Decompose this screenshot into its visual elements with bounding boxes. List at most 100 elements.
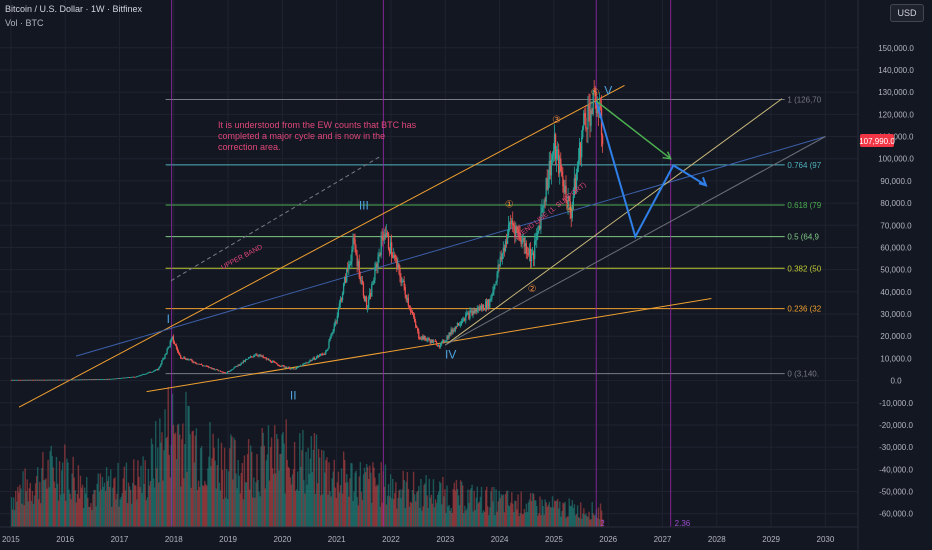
candle-body xyxy=(106,378,109,380)
volume-bar xyxy=(90,503,92,527)
candle-body xyxy=(149,371,152,373)
candle-body xyxy=(370,292,372,297)
volume-bar xyxy=(285,419,287,527)
volume-bar xyxy=(204,480,206,527)
candle-body xyxy=(517,228,519,234)
candle-body xyxy=(442,340,444,342)
y-tick-label: -20,000.0 xyxy=(879,421,913,430)
candle-body xyxy=(577,160,580,167)
candle-body xyxy=(67,379,69,381)
volume-bar xyxy=(159,418,161,527)
volume-bar xyxy=(69,493,71,527)
x-tick-label: 2020 xyxy=(273,535,291,544)
currency-button[interactable]: USD xyxy=(890,4,924,22)
candle-body xyxy=(332,330,334,333)
candle-body xyxy=(542,206,544,208)
green-projection-line xyxy=(595,100,672,160)
volume-bar xyxy=(410,502,413,527)
volume-bar xyxy=(180,486,182,527)
price-axis-background xyxy=(858,0,932,550)
x-tick-label: 2029 xyxy=(762,535,780,544)
volume-bar xyxy=(384,464,387,527)
candle-body xyxy=(267,358,270,361)
candle-body xyxy=(192,361,194,363)
volume-bar xyxy=(274,425,276,527)
volume-bar xyxy=(250,445,252,527)
candle-body xyxy=(266,358,269,360)
candle-body xyxy=(298,366,300,368)
volume-bar xyxy=(560,516,562,527)
volume-bar xyxy=(415,501,417,527)
volume-bar xyxy=(558,508,560,527)
x-tick-label: 2019 xyxy=(219,535,237,544)
candle-body xyxy=(313,357,316,360)
volume-bar xyxy=(539,496,541,527)
cycle-marker-label: 2 xyxy=(600,519,605,528)
candle-body xyxy=(495,281,497,285)
channel-line-upper xyxy=(75,136,826,357)
candle-body xyxy=(112,378,114,380)
volume-bar xyxy=(471,484,473,527)
volume-bar xyxy=(177,423,180,527)
volume-bar xyxy=(62,462,64,527)
volume-bar xyxy=(198,486,201,527)
volume-bar xyxy=(242,499,245,527)
candle-body xyxy=(551,155,554,160)
volume-bar xyxy=(407,488,410,527)
candle-body xyxy=(546,178,548,190)
volume-bar xyxy=(422,506,424,527)
volume-bar xyxy=(389,474,392,527)
volume-bar xyxy=(152,478,155,527)
volume-bar xyxy=(27,501,29,527)
volume-bar xyxy=(563,503,565,527)
candle-body xyxy=(333,325,335,331)
volume-bar xyxy=(291,474,294,527)
volume-bar xyxy=(11,509,14,527)
volume-bar xyxy=(49,451,51,527)
candle-body xyxy=(474,308,476,314)
volume-indicator-label: Vol · BTC xyxy=(5,18,44,28)
candle-body xyxy=(176,348,179,352)
volume-bar xyxy=(498,490,500,527)
y-tick-label: -30,000.0 xyxy=(879,443,913,452)
volume-bar xyxy=(290,484,293,527)
volume-bar xyxy=(478,501,481,527)
candle-body xyxy=(381,235,383,239)
candle-body xyxy=(581,137,583,158)
fib-level-label: 0.236 (32 xyxy=(787,305,821,314)
candle-body xyxy=(260,354,262,357)
volume-bar xyxy=(529,493,532,527)
candle-body xyxy=(514,226,516,236)
volume-bar xyxy=(519,513,521,527)
volume-bar xyxy=(277,438,279,527)
candle-body xyxy=(397,263,399,268)
volume-bar xyxy=(190,487,192,527)
candle-body xyxy=(284,366,286,368)
volume-bar xyxy=(139,487,141,527)
candle-body xyxy=(26,379,28,381)
candle-body xyxy=(354,239,356,250)
volume-bar xyxy=(545,502,547,527)
candle-body xyxy=(275,362,277,364)
volume-bar xyxy=(133,459,135,527)
volume-bar xyxy=(423,484,425,527)
candle-body xyxy=(363,295,366,302)
candle-body xyxy=(177,351,180,353)
volume-bar xyxy=(146,497,149,527)
volume-bar xyxy=(138,476,140,527)
candle-body xyxy=(305,362,307,364)
volume-bar xyxy=(232,479,234,527)
candle-body xyxy=(366,307,369,309)
volume-bar xyxy=(128,486,131,527)
volume-bar xyxy=(206,485,208,527)
y-tick-label: 90,000.0 xyxy=(880,177,912,186)
y-tick-label: -10,000.0 xyxy=(879,399,913,408)
y-tick-label: 70,000.0 xyxy=(880,221,912,230)
volume-bar xyxy=(456,488,459,527)
volume-bar xyxy=(141,492,143,527)
volume-bar xyxy=(118,506,120,527)
volume-bar xyxy=(92,494,94,527)
volume-bar xyxy=(153,487,156,527)
volume-bar xyxy=(425,475,427,527)
